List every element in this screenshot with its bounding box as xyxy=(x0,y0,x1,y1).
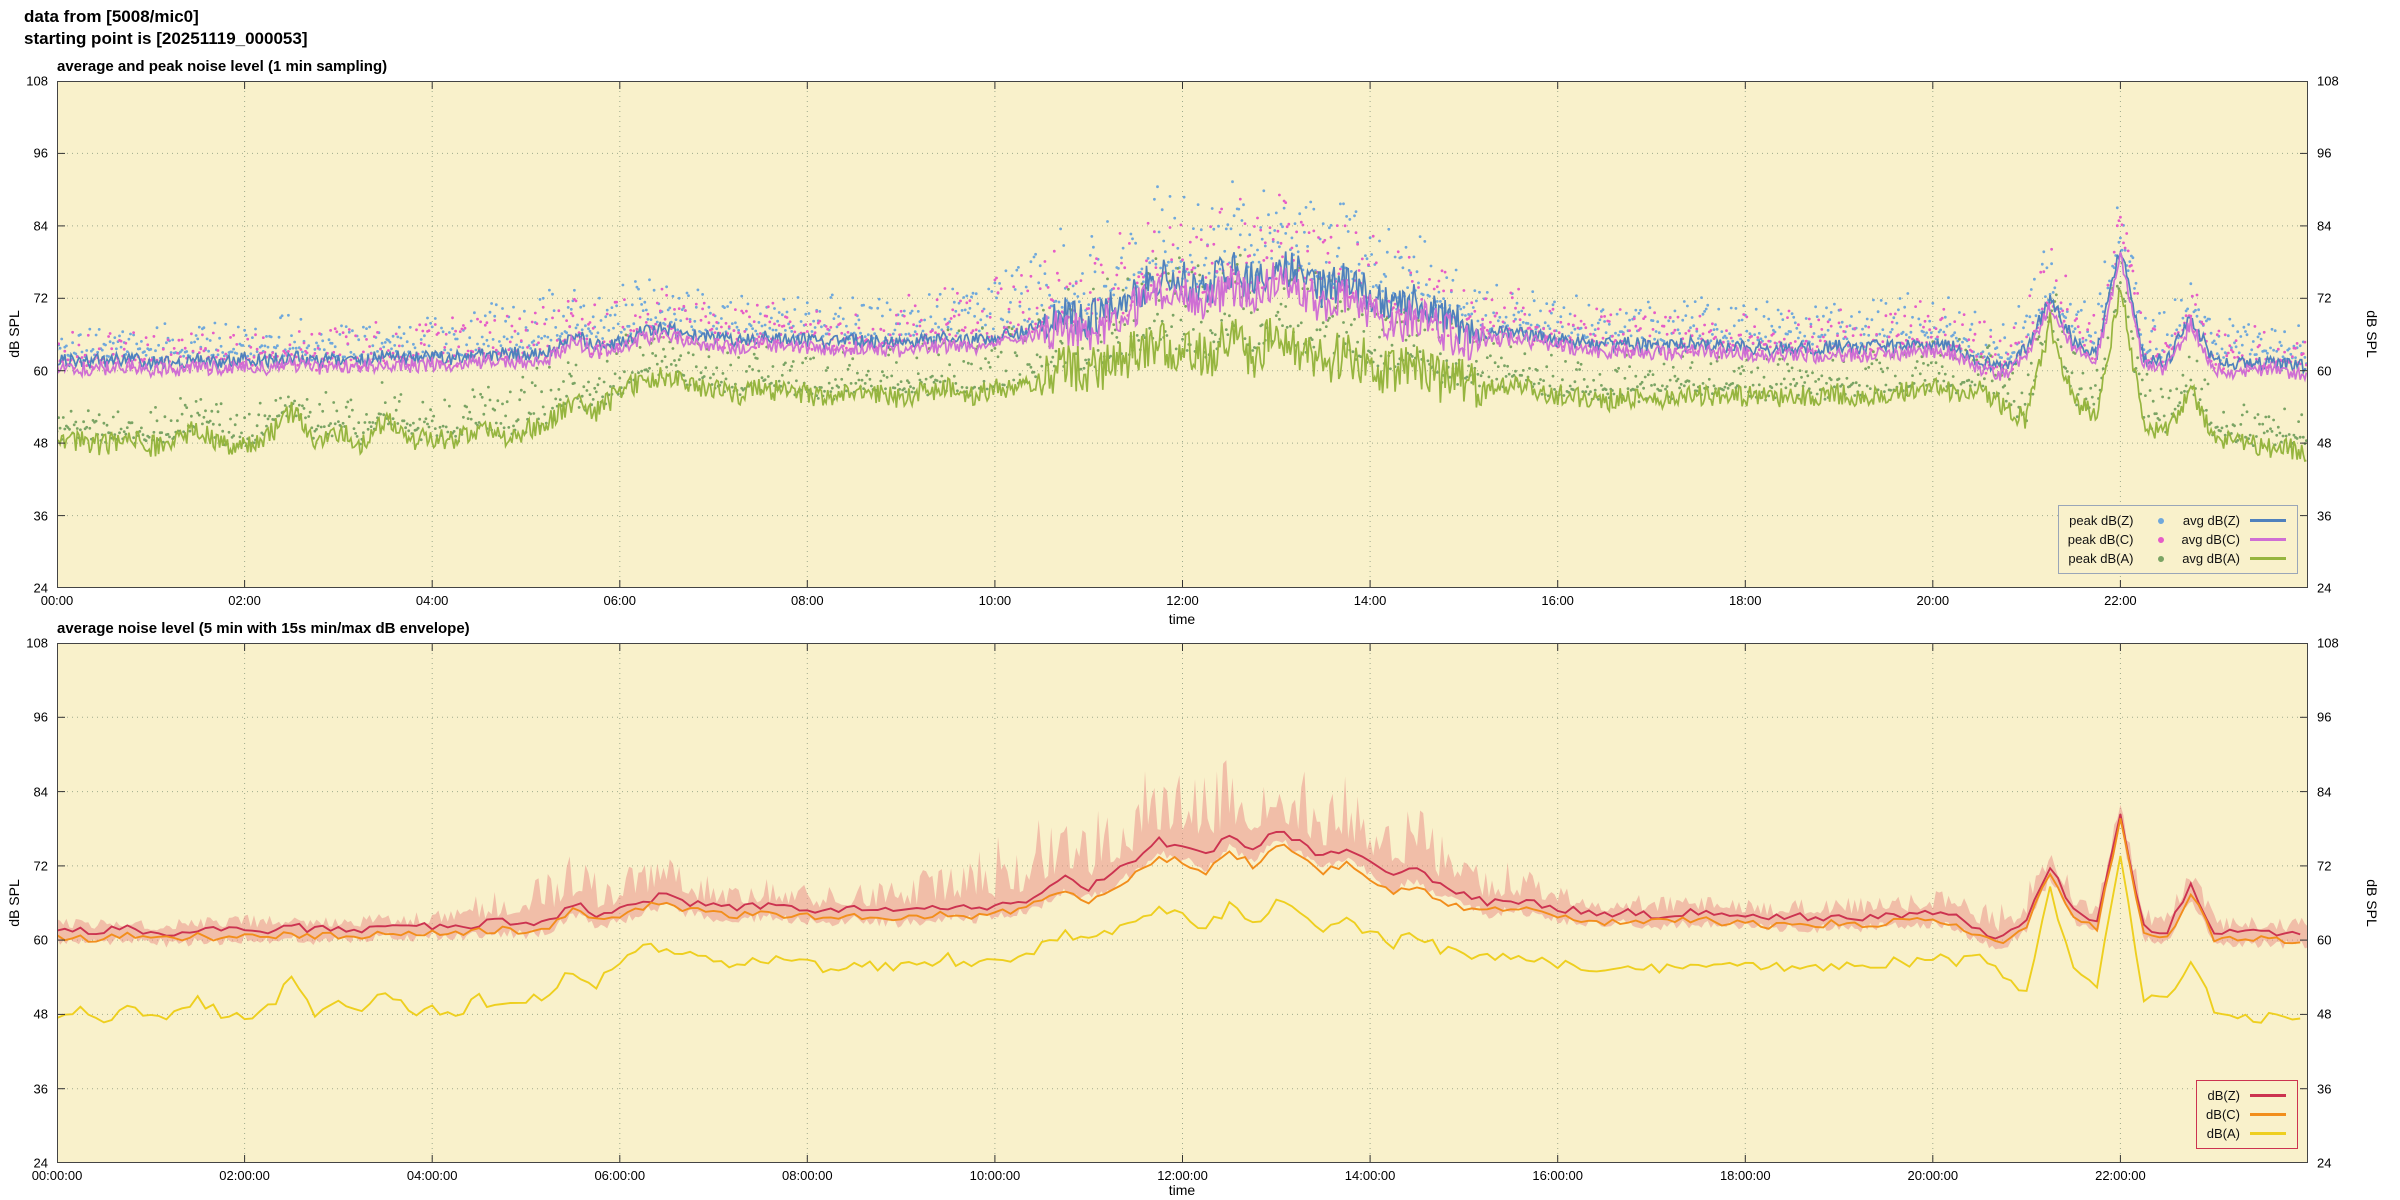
x-tick-label: 16:00:00 xyxy=(1532,1168,1583,1183)
header: data from [5008/mic0] starting point is … xyxy=(24,6,308,50)
legend-line-marker xyxy=(2248,538,2288,541)
header-line2: starting point is [20251119_000053] xyxy=(24,29,308,48)
y-tick-label-right: 108 xyxy=(2317,73,2339,89)
chart2-legend: dB(Z) dB(C) dB(A) xyxy=(2196,1080,2298,1149)
y-tick-label-left: 84 xyxy=(33,784,48,800)
y-tick-label-right: 60 xyxy=(2317,932,2332,948)
x-tick-label: 20:00 xyxy=(1916,593,1950,608)
y-tick-label-right: 48 xyxy=(2317,1006,2332,1022)
y-tick-label-right: 24 xyxy=(2317,580,2332,596)
x-tick-label: 04:00:00 xyxy=(406,1168,458,1183)
x-tick-label: 10:00:00 xyxy=(969,1168,1021,1183)
legend-label: peak dB(Z) xyxy=(2069,513,2134,528)
legend-label: peak dB(A) xyxy=(2068,551,2134,566)
legend-label: dB(A) xyxy=(2206,1126,2240,1141)
chart2-yaxis-label-left: dB SPL xyxy=(6,879,22,927)
legend-label: dB(C) xyxy=(2206,1107,2240,1122)
legend-point-marker xyxy=(2141,536,2181,543)
chart2-xaxis-label: time xyxy=(1168,1182,1196,1198)
y-tick-label-left: 48 xyxy=(33,1006,48,1022)
x-tick-label: 02:00:00 xyxy=(219,1168,270,1183)
legend-line-marker xyxy=(2248,1132,2288,1135)
chart1-yaxis-label-left: dB SPL xyxy=(6,310,22,358)
x-tick-label: 16:00 xyxy=(1541,593,1574,608)
chart2-yaxis-label-right: dB SPL xyxy=(2364,879,2380,927)
x-tick-label: 02:00 xyxy=(228,593,261,608)
chart2-plot-area xyxy=(57,643,2308,1163)
x-tick-label: 22:00:00 xyxy=(2095,1168,2146,1183)
legend-label: dB(Z) xyxy=(2207,1088,2241,1103)
x-tick-label: 20:00:00 xyxy=(1907,1168,1959,1183)
x-tick-label: 06:00:00 xyxy=(594,1168,646,1183)
y-tick-label-left: 24 xyxy=(33,1155,48,1171)
y-tick-label-left: 96 xyxy=(33,709,48,725)
x-tick-label: 12:00 xyxy=(1166,593,1199,608)
y-tick-label-right: 96 xyxy=(2317,709,2332,725)
legend-label: avg dB(C) xyxy=(2181,532,2240,547)
y-tick-label-left: 60 xyxy=(33,363,48,379)
legend-label: avg dB(A) xyxy=(2182,551,2240,566)
chart1-xaxis-label: time xyxy=(1168,611,1196,627)
x-tick-label: 00:00:00 xyxy=(31,1168,83,1183)
y-tick-label-left: 60 xyxy=(33,932,48,948)
y-tick-label-left: 108 xyxy=(26,73,48,89)
x-tick-label: 10:00 xyxy=(978,593,1012,608)
y-tick-label-right: 48 xyxy=(2317,435,2332,451)
legend-label: avg dB(Z) xyxy=(2182,513,2240,528)
chart1-title: average and peak noise level (1 min samp… xyxy=(57,58,388,75)
y-tick-label-left: 36 xyxy=(33,508,48,524)
chart1-legend: peak dB(Z) avg dB(Z) peak dB(C) avg dB(C) pe… xyxy=(2057,505,2298,574)
y-tick-label-right: 24 xyxy=(2317,1155,2332,1171)
legend-line-marker xyxy=(2248,1113,2288,1116)
y-tick-label-right: 96 xyxy=(2317,145,2332,161)
y-tick-label-right: 84 xyxy=(2317,784,2332,800)
x-tick-label: 12:00:00 xyxy=(1157,1168,1208,1183)
legend-point-marker xyxy=(2141,555,2181,562)
y-tick-label-right: 72 xyxy=(2317,858,2332,874)
x-tick-label: 06:00 xyxy=(603,593,637,608)
y-tick-label-left: 72 xyxy=(33,290,48,306)
y-tick-label-left: 48 xyxy=(33,435,48,451)
x-tick-label: 22:00 xyxy=(2104,593,2137,608)
y-tick-label-left: 84 xyxy=(33,218,48,234)
legend-label: peak dB(C) xyxy=(2067,532,2134,547)
y-tick-label-right: 72 xyxy=(2317,290,2332,306)
x-tick-label: 04:00 xyxy=(415,593,449,608)
y-tick-label-left: 108 xyxy=(26,635,48,651)
x-tick-label: 18:00:00 xyxy=(1719,1168,1771,1183)
y-tick-label-right: 36 xyxy=(2317,1081,2332,1097)
y-tick-label-left: 96 xyxy=(33,145,48,161)
chart1-plot-area xyxy=(57,81,2308,588)
x-tick-label: 00:00 xyxy=(40,593,74,608)
y-tick-label-left: 72 xyxy=(33,858,48,874)
y-tick-label-left: 24 xyxy=(33,580,48,596)
legend-line-marker xyxy=(2248,557,2288,560)
x-tick-label: 08:00 xyxy=(791,593,824,608)
legend-line-marker xyxy=(2248,519,2288,522)
header-line1: data from [5008/mic0] xyxy=(24,7,199,26)
x-tick-label: 08:00:00 xyxy=(782,1168,833,1183)
x-tick-label: 14:00 xyxy=(1353,593,1387,608)
x-tick-label: 14:00:00 xyxy=(1344,1168,1396,1183)
y-tick-label-right: 36 xyxy=(2317,508,2332,524)
legend-line-marker xyxy=(2248,1094,2288,1097)
x-tick-label: 18:00 xyxy=(1728,593,1762,608)
chart2-title: average noise level (5 min with 15s min/… xyxy=(57,620,470,637)
y-tick-label-right: 108 xyxy=(2317,635,2339,651)
chart1-yaxis-label-right: dB SPL xyxy=(2364,310,2380,358)
legend-point-marker xyxy=(2141,517,2181,524)
y-tick-label-right: 84 xyxy=(2317,218,2332,234)
y-tick-label-right: 60 xyxy=(2317,363,2332,379)
y-tick-label-left: 36 xyxy=(33,1081,48,1097)
